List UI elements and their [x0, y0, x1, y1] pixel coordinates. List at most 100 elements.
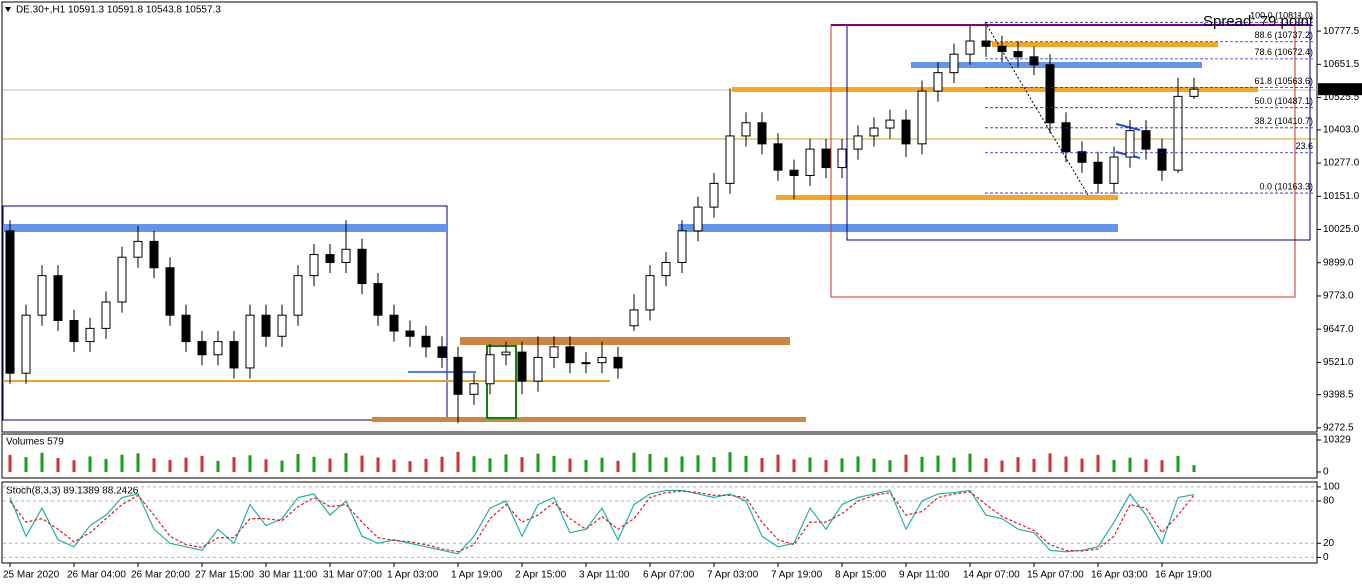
volume-bar: [312, 456, 316, 472]
volume-bar: [152, 458, 156, 472]
volume-bar: [1080, 458, 1084, 472]
fib-label: 78.6 (10672.4): [1254, 47, 1313, 57]
y-tick-label: 100: [1323, 482, 1340, 493]
candle-body: [21, 314, 31, 374]
spread-annotation: Spread: 79 point: [1203, 13, 1314, 30]
volume-bar: [984, 458, 988, 472]
volume-bar: [104, 458, 108, 472]
candle-body: [597, 356, 607, 364]
volume-bar: [296, 454, 300, 472]
volume-bar: [72, 460, 76, 472]
volume-bar: [552, 455, 556, 472]
x-tick-label: 15 Apr 07:00: [1027, 570, 1084, 581]
candle-body: [869, 127, 879, 137]
price-tag: [1318, 83, 1362, 96]
fib-label: 0.0 (10163.3): [1259, 181, 1313, 191]
volume-bar: [88, 456, 92, 472]
x-tick-label: 8 Apr 15:00: [835, 570, 887, 581]
volume-bar: [232, 457, 236, 472]
volume-bar: [616, 460, 620, 472]
candle-body: [1045, 64, 1055, 124]
candle-body: [805, 148, 815, 176]
fib-label: 23.6: [1295, 141, 1313, 151]
y-tick-label: 10777.5: [1323, 26, 1360, 37]
candle-body: [885, 119, 895, 129]
volume-bar: [664, 457, 668, 472]
volume-bar: [280, 460, 284, 472]
candle-body: [853, 135, 863, 150]
candle-body: [997, 45, 1007, 53]
volume-bar: [872, 458, 876, 472]
level-zone: [732, 87, 1258, 92]
volume-bar: [536, 453, 540, 472]
candle-body: [149, 240, 159, 269]
volume-bar: [1064, 456, 1068, 472]
chart-title: DE.30+,H1 10591.3 10591.8 10543.8 10557.…: [16, 5, 221, 16]
volume-bar: [392, 459, 396, 472]
range-box: [2, 205, 448, 421]
volume-bar: [248, 455, 252, 472]
volume-bar: [1192, 465, 1196, 472]
y-tick-label: 9521.0: [1323, 357, 1354, 368]
volume-bar: [584, 459, 588, 472]
y-tick-label: 10651.5: [1323, 59, 1360, 70]
volume-bar: [648, 454, 652, 472]
candle-body: [373, 283, 383, 316]
x-tick-label: 9 Apr 11:00: [899, 570, 950, 581]
volume-bar: [200, 455, 204, 472]
candle-body: [1061, 122, 1071, 153]
drawings: [2, 21, 1317, 422]
candle-body: [1157, 148, 1167, 171]
candle-body: [693, 206, 703, 232]
volume-bar: [360, 455, 364, 472]
level-zone: [3, 224, 447, 232]
candle-body: [565, 346, 575, 364]
volume-bar: [696, 455, 700, 472]
fib-label: 38.2 (10410.7): [1254, 116, 1313, 126]
volume-bar: [712, 457, 716, 472]
volume-bar: [344, 453, 348, 472]
volume-bar: [904, 454, 908, 472]
candle-body: [613, 356, 623, 369]
candle-body: [981, 40, 991, 47]
y-tick-label: 0: [1323, 467, 1329, 478]
candle-body: [1189, 88, 1199, 97]
y-tick-label: 0: [1323, 552, 1329, 563]
volume-bar: [744, 455, 748, 472]
volume-bar: [56, 458, 60, 472]
x-tick-label: 6 Apr 07:00: [643, 570, 695, 581]
candle-body: [245, 314, 255, 369]
candle-body: [309, 254, 319, 277]
volume-bar: [504, 454, 508, 472]
volume-bar: [328, 458, 332, 472]
y-tick-label: 9773.0: [1323, 291, 1354, 302]
candle-body: [1109, 156, 1119, 184]
volume-bar: [792, 459, 796, 472]
level-zone: [460, 337, 790, 345]
volume-bar: [760, 458, 764, 472]
candle-body: [229, 341, 239, 369]
volume-bar: [1032, 458, 1036, 472]
volume-bar: [1112, 459, 1116, 472]
candle-body: [917, 90, 927, 145]
volume-bar: [136, 453, 140, 472]
x-tick-label: 31 Mar 07:00: [323, 570, 382, 581]
candle-body: [53, 275, 63, 321]
candle-body: [101, 301, 111, 329]
stoch-line: [9, 489, 1195, 555]
level-zone: [992, 42, 1218, 47]
volume-bar: [424, 458, 428, 472]
candle-body: [533, 356, 543, 382]
y-tick-label: 10025.0: [1323, 224, 1360, 235]
volume-bar: [1176, 455, 1180, 472]
volume-bar: [264, 459, 268, 472]
candle-body: [741, 122, 751, 137]
volume-bar: [488, 458, 492, 472]
volume-bar: [776, 454, 780, 472]
candle-body: [821, 148, 831, 169]
fib-label: 88.6 (10737.2): [1254, 30, 1313, 40]
candle-body: [661, 261, 671, 277]
candle-body: [677, 230, 687, 263]
x-tick-label: 2 Apr 15:00: [515, 570, 567, 581]
volume-bar: [376, 457, 380, 472]
